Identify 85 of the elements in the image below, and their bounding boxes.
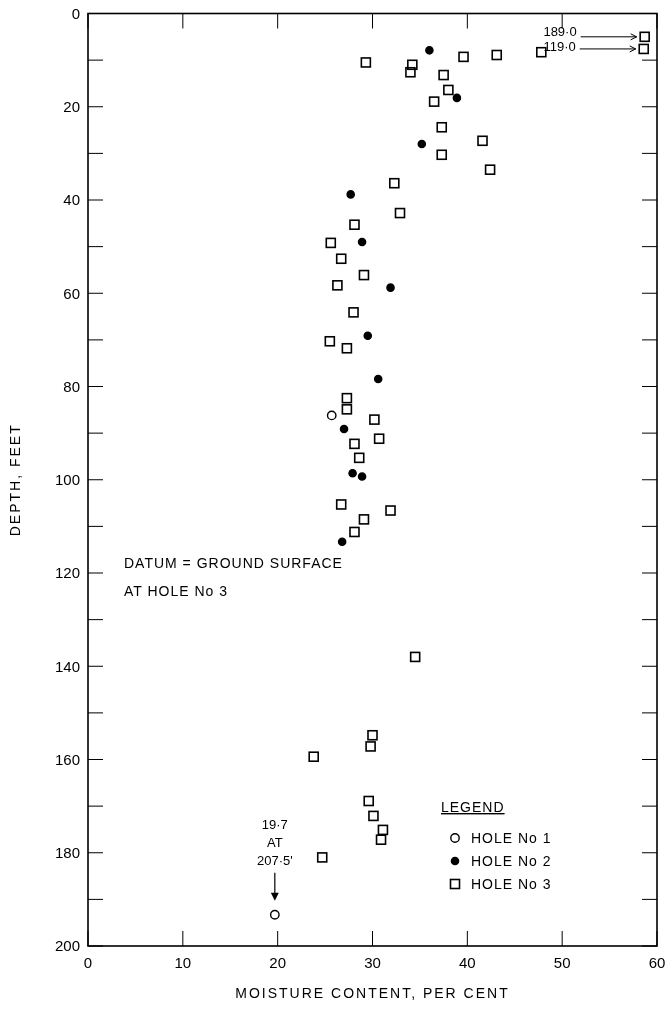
- point: [386, 283, 395, 292]
- point: [339, 424, 349, 434]
- y-tick-label: 180: [54, 844, 80, 861]
- y-axis-title: DEPTH, FEET: [7, 423, 23, 537]
- point: [353, 452, 365, 464]
- point: [409, 651, 421, 663]
- legend-label: HOLE No 1: [471, 829, 552, 846]
- point: [341, 404, 353, 415]
- point: [363, 331, 373, 340]
- annotation: DATUM = GROUND SURFACE AT HOLE No 3: [124, 555, 343, 599]
- x-axis-title: MOISTURE CONTENT, PER CENT: [235, 985, 510, 1001]
- annotation: 189·0: [543, 24, 577, 40]
- point: [358, 269, 370, 281]
- point: [341, 392, 353, 404]
- x-tick-label: 40: [458, 954, 476, 971]
- point: [417, 139, 427, 149]
- point: [428, 96, 440, 107]
- point: [369, 414, 380, 425]
- point: [375, 834, 387, 845]
- legend-label: HOLE No 3: [471, 875, 552, 892]
- y-tick-label: 100: [54, 471, 80, 488]
- y-tick-label: 120: [54, 564, 80, 582]
- point: [458, 51, 469, 63]
- point: [394, 207, 406, 219]
- point: [335, 253, 347, 265]
- point: [358, 514, 370, 525]
- point: [365, 741, 376, 752]
- point: [389, 177, 400, 189]
- y-tick-label: 60: [63, 284, 80, 302]
- point: [348, 307, 359, 318]
- point: [368, 810, 379, 822]
- point: [346, 190, 355, 199]
- point: [491, 49, 503, 61]
- y-tick-label: 20: [63, 98, 80, 115]
- y-tick-label: 140: [54, 657, 80, 675]
- point: [425, 46, 434, 55]
- point: [348, 468, 357, 478]
- point: [373, 374, 383, 384]
- point: [385, 505, 396, 516]
- annotation: 119·0: [543, 39, 576, 55]
- x-tick-label: 20: [269, 954, 287, 971]
- point: [349, 438, 360, 450]
- point: [373, 433, 385, 445]
- point: [436, 149, 448, 161]
- y-tick-label: 80: [63, 377, 80, 395]
- x-tick-label: 10: [174, 954, 192, 971]
- y-tick-label: 0: [71, 4, 80, 22]
- point: [407, 59, 418, 71]
- point: [477, 135, 488, 147]
- point: [443, 84, 454, 96]
- x-tick-label: 50: [553, 954, 571, 971]
- point: [357, 237, 367, 247]
- y-tick-label: 200: [54, 937, 80, 955]
- point: [326, 410, 337, 421]
- point: [325, 237, 337, 249]
- point: [357, 472, 367, 481]
- point: [484, 164, 496, 175]
- point: [436, 121, 448, 133]
- y-tick-label: 160: [54, 750, 80, 768]
- point: [452, 93, 462, 103]
- point: [349, 526, 360, 538]
- point: [377, 824, 389, 836]
- point: [405, 66, 416, 78]
- point: [367, 729, 378, 741]
- point: [269, 909, 280, 920]
- point: [349, 219, 360, 231]
- legend-title: LEGEND: [441, 799, 505, 815]
- x-tick-label: 0: [83, 954, 93, 971]
- point: [308, 751, 319, 762]
- point: [324, 335, 336, 347]
- annotation: 19·7 AT 207·5': [256, 816, 293, 868]
- x-tick-label: 60: [648, 954, 666, 971]
- point: [341, 342, 353, 354]
- point: [337, 537, 347, 547]
- point: [639, 31, 650, 43]
- legend-label: HOLE No 2: [471, 852, 552, 869]
- point: [438, 69, 449, 81]
- point: [363, 795, 375, 807]
- point: [335, 499, 347, 510]
- y-tick-label: 40: [63, 191, 80, 209]
- point: [332, 280, 343, 291]
- point: [316, 852, 328, 863]
- x-tick-label: 30: [364, 954, 381, 971]
- point: [638, 43, 650, 55]
- point: [360, 57, 372, 68]
